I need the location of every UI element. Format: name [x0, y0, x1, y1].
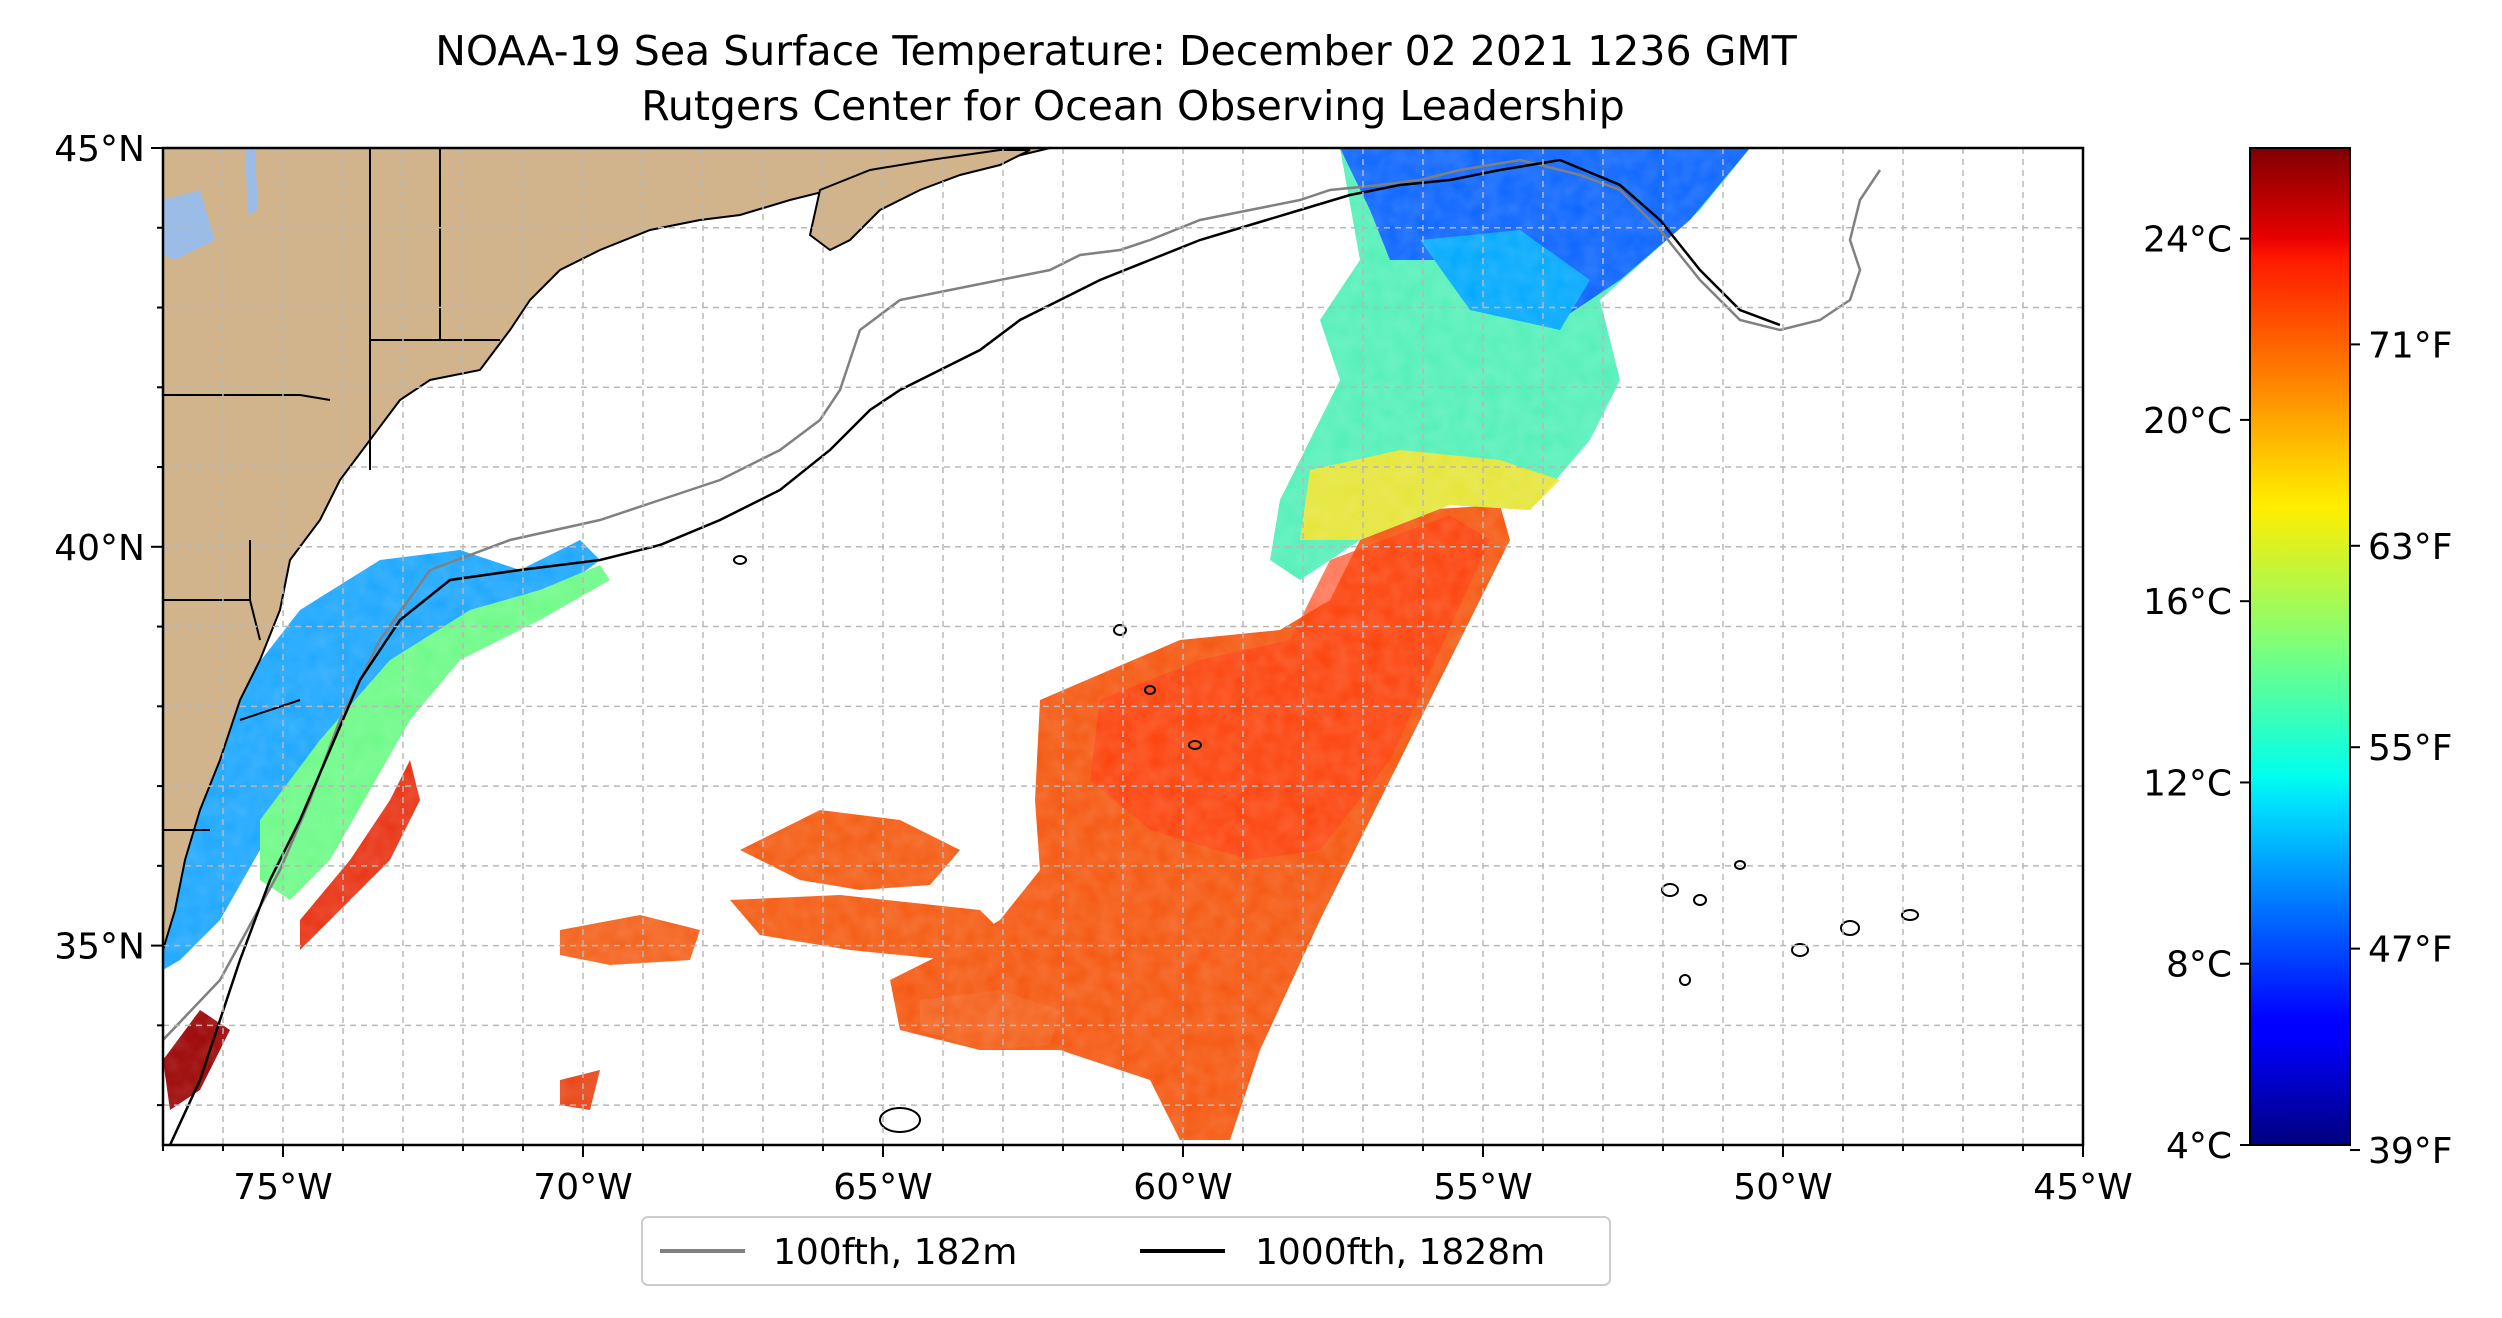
y-axis-ticks: 45°N 40°N 35°N: [54, 129, 163, 1107]
x-tick-label: 45°W: [2033, 1167, 2132, 1208]
x-tick-label: 55°W: [1433, 1167, 1532, 1208]
x-tick-label: 75°W: [233, 1167, 332, 1208]
colorbar-c-tick-label: 4°C: [2166, 1126, 2232, 1167]
seamounts: [733, 555, 1919, 1133]
colorbar-f-tick-label: 55°F: [2368, 728, 2453, 769]
colorbar-c-tick-label: 12°C: [2143, 763, 2232, 804]
colorbar-c-tick-label: 24°C: [2143, 220, 2232, 261]
colorbar-gradient: [2249, 147, 2351, 1146]
colorbar: 24°C 20°C 16°C 12°C 8°C 4°C 71°F 63°F 55°F 47°F 3…: [2143, 147, 2453, 1172]
colorbar-f-tick-label: 39°F: [2368, 1131, 2453, 1172]
x-tick-label: 65°W: [833, 1167, 932, 1208]
colorbar-f-tick-label: 47°F: [2368, 930, 2453, 971]
legend-label-100fth: 100fth, 182m: [773, 1232, 1017, 1273]
isobath-100fth: [163, 158, 1882, 1041]
lakes: [163, 150, 258, 260]
x-tick-label: 70°W: [533, 1167, 632, 1208]
legend: 100fth, 182m 1000fth, 1828m: [641, 1216, 1611, 1286]
x-axis-ticks: 75°W 70°W 65°W 60°W 55°W 50°W 45°W: [162, 1145, 2133, 1208]
x-tick-label: 50°W: [1733, 1167, 1832, 1208]
land-nova-scotia: [808, 149, 1031, 252]
y-tick-label: 35°N: [54, 927, 145, 968]
colorbar-c-tick-label: 16°C: [2143, 582, 2232, 623]
legend-label-1000fth: 1000fth, 1828m: [1255, 1232, 1545, 1273]
colorbar-celsius-ticks: 24°C 20°C 16°C 12°C 8°C 4°C: [2143, 220, 2250, 1167]
x-tick-label: 60°W: [1133, 1167, 1232, 1208]
legend-box: [641, 1216, 1611, 1286]
colorbar-c-tick-label: 20°C: [2143, 401, 2232, 442]
isobath-1000fth: [168, 158, 1781, 1145]
map-gridlines: [162, 147, 2084, 1145]
y-tick-label: 40°N: [54, 528, 145, 569]
colorbar-fahrenheit-ticks: 71°F 63°F 55°F 47°F 39°F: [2350, 325, 2453, 1172]
colorbar-f-tick-label: 71°F: [2368, 325, 2453, 366]
chart-title: NOAA-19 Sea Surface Temperature: Decembe…: [435, 27, 1797, 75]
y-tick-label: 45°N: [54, 129, 145, 170]
colorbar-c-tick-label: 8°C: [2166, 945, 2232, 986]
colorbar-f-tick-label: 63°F: [2368, 527, 2453, 568]
chart-subtitle: Rutgers Center for Ocean Observing Leade…: [641, 82, 1625, 130]
